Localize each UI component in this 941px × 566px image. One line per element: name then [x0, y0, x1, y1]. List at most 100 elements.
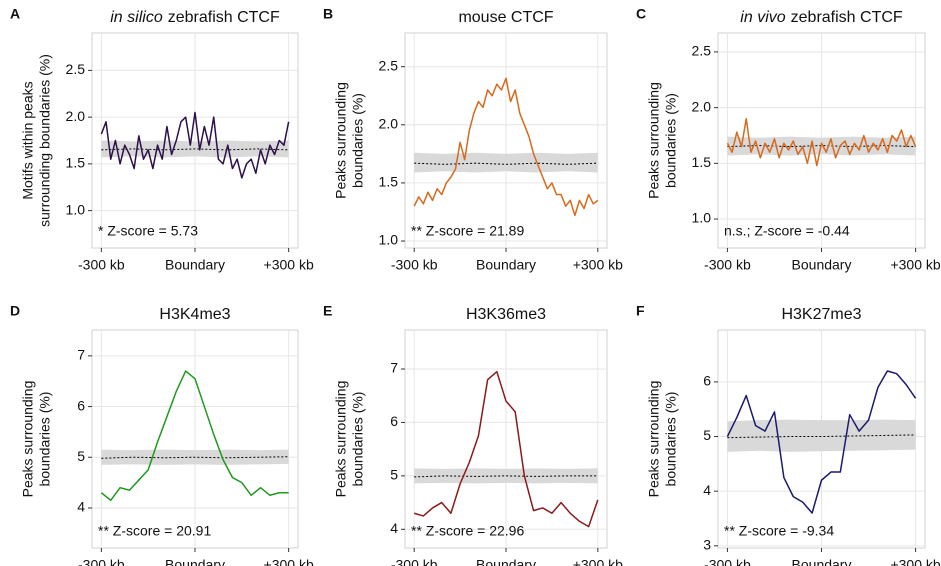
- x-tick-label: Boundary: [165, 557, 225, 566]
- annotation: ** Z-score = -9.34: [724, 523, 834, 539]
- y-tick-label: 1.0: [692, 210, 712, 226]
- y-axis-label: boundaries (%): [350, 392, 366, 487]
- y-tick-label: 5: [703, 427, 711, 443]
- x-tick-label: Boundary: [476, 557, 536, 566]
- data-line: [726, 118, 917, 167]
- y-axis-label: boundaries (%): [663, 93, 679, 188]
- title-text: H3K27me3: [781, 306, 861, 323]
- y-axis-label: boundaries (%): [663, 392, 679, 487]
- y-axis-label: Peaks surrounding: [333, 82, 349, 199]
- panel: 1.0 1.5 2.0 2.5 -300 kb Boundary +300 kb ** Z-s…: [323, 6, 623, 273]
- panel-title: in vivo zebrafish CTCF: [740, 9, 903, 26]
- y-tick-label: 2.0: [692, 98, 712, 114]
- y-tick-label: 2.5: [66, 61, 86, 77]
- y-tick-label: 7: [390, 360, 398, 376]
- annotation: n.s.; Z-score = -0.44: [724, 223, 850, 239]
- y-tick-label: 5: [390, 467, 398, 483]
- y-tick-label: 4: [77, 499, 85, 515]
- data-line: [100, 370, 289, 502]
- x-tick-label: +300 kb: [890, 557, 940, 566]
- panel: 4 5 6 7 -300 kb Boundary +300 kb ** Z-score = 2…: [10, 303, 314, 566]
- annotation: * Z-score = 5.73: [98, 223, 198, 239]
- reference-band: [414, 152, 598, 173]
- y-tick-label: 6: [703, 373, 711, 389]
- panel-letter: D: [10, 303, 20, 319]
- y-tick-label: 1.5: [692, 154, 712, 170]
- reference-mean: [727, 434, 916, 439]
- y-tick-label: 2.5: [379, 57, 399, 73]
- x-tick-label: +300 kb: [890, 257, 940, 273]
- title-italic: in silico: [110, 9, 163, 26]
- y-tick-label: 6: [77, 397, 85, 413]
- y-axis-label: Peaks surrounding: [20, 381, 36, 498]
- y-axis-label: Motifs within peaks: [20, 81, 36, 199]
- y-tick-label: 1.5: [66, 155, 86, 171]
- annotation: ** Z-score = 21.89: [411, 223, 524, 239]
- y-axis-label: boundaries (%): [350, 93, 366, 188]
- panel-letter: E: [323, 303, 332, 319]
- y-tick-label: 2.5: [692, 43, 712, 59]
- title-text: H3K4me3: [159, 306, 230, 323]
- annotation: ** Z-score = 22.96: [411, 523, 524, 539]
- reference-band: [727, 419, 916, 452]
- panel-title: H3K36me3: [466, 306, 546, 323]
- annotation: ** Z-score = 20.91: [98, 523, 211, 539]
- data-line: [100, 111, 290, 179]
- y-axis-label: Peaks surrounding: [333, 381, 349, 498]
- reference-band: [414, 468, 598, 484]
- y-axis-label: surrounding boundaries (%): [37, 54, 53, 227]
- reference-mean: [101, 456, 289, 459]
- y-axis-label: Peaks surrounding: [646, 381, 662, 498]
- panel-letter: C: [636, 6, 646, 22]
- reference-mean: [101, 148, 289, 151]
- x-tick-label: -300 kb: [704, 557, 751, 566]
- y-tick-label: 7: [77, 347, 85, 363]
- data-line: [726, 370, 917, 514]
- y-tick-label: 3: [703, 537, 711, 553]
- x-tick-label: +300 kb: [573, 557, 623, 566]
- panel-title: H3K4me3: [159, 306, 230, 323]
- title-italic: in vivo: [740, 9, 785, 26]
- title-text: zebrafish CTCF: [791, 9, 903, 26]
- x-tick-label: -300 kb: [78, 557, 125, 566]
- x-tick-label: -300 kb: [78, 257, 125, 273]
- panel: 1.0 1.5 2.0 2.5 -300 kb Boundary +300 kb n.s.; …: [636, 6, 941, 273]
- panel-title: mouse CTCF: [458, 9, 553, 26]
- y-tick-label: 5: [77, 448, 85, 464]
- y-tick-label: 4: [390, 520, 398, 536]
- y-tick-label: 2.0: [379, 116, 399, 132]
- x-tick-label: -300 kb: [391, 257, 438, 273]
- title-text: H3K36me3: [466, 306, 546, 323]
- reference-mean: [414, 162, 598, 165]
- x-tick-label: Boundary: [792, 257, 852, 273]
- x-tick-label: +300 kb: [264, 257, 314, 273]
- data-line: [413, 370, 599, 528]
- x-tick-label: +300 kb: [573, 257, 623, 273]
- panel-title: in silico zebrafish CTCF: [110, 9, 280, 26]
- panel-title: H3K27me3: [781, 306, 861, 323]
- y-axis-label: Peaks surrounding: [646, 82, 662, 199]
- title-text: zebrafish CTCF: [168, 9, 280, 26]
- panel: 3 4 5 6 -300 kb Boundary +300 kb ** Z-score = -…: [636, 303, 941, 566]
- y-tick-label: 4: [703, 482, 711, 498]
- reference-mean: [414, 475, 598, 478]
- y-tick-label: 6: [390, 413, 398, 429]
- panel-letter: B: [323, 6, 333, 22]
- panel: 4 5 6 7 -300 kb Boundary +300 kb ** Z-score = 2…: [323, 303, 623, 566]
- y-tick-label: 1.0: [379, 232, 399, 248]
- title-text: mouse CTCF: [458, 9, 553, 26]
- y-tick-label: 1.0: [66, 201, 86, 217]
- x-tick-label: Boundary: [165, 257, 225, 273]
- panel-letter: F: [636, 303, 645, 319]
- data-line: [413, 77, 599, 217]
- y-tick-label: 2.0: [66, 108, 86, 124]
- x-tick-label: -300 kb: [391, 557, 438, 566]
- x-tick-label: Boundary: [476, 257, 536, 273]
- y-axis-label: boundaries (%): [37, 392, 53, 487]
- panel-letter: A: [10, 6, 20, 22]
- x-tick-label: +300 kb: [264, 557, 314, 566]
- x-tick-label: -300 kb: [704, 257, 751, 273]
- x-tick-label: Boundary: [792, 557, 852, 566]
- y-tick-label: 1.5: [379, 174, 399, 190]
